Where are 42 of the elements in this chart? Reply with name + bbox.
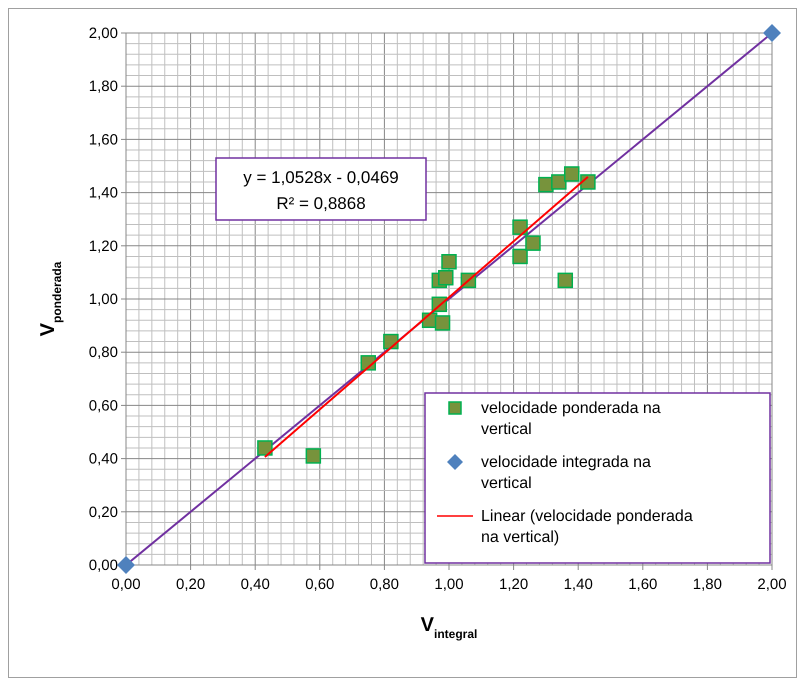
y-tick-label: 2,00 xyxy=(88,25,118,42)
legend-label: velocidade integrada na vertical xyxy=(481,454,652,492)
y-tick-label: 1,80 xyxy=(88,78,118,96)
point xyxy=(306,448,322,464)
legend-label: velocidade ponderada na vertical xyxy=(481,400,661,438)
point xyxy=(441,254,457,270)
legend-label: Linear (velocidade ponderada na vertical) xyxy=(481,508,693,546)
point xyxy=(525,235,541,251)
y-tick-label: 0,80 xyxy=(88,344,118,362)
x-tick-label: 0,20 xyxy=(176,576,206,593)
point xyxy=(551,174,567,190)
x-tick-label: 1,80 xyxy=(692,576,722,593)
annotation: y = 1,0528x - 0,0469 xyxy=(243,168,399,187)
x-axis-title: V$_{integral}$ xyxy=(420,614,478,641)
x-tick-label: 0,00 xyxy=(111,576,141,593)
x-tick-label: 0,40 xyxy=(240,576,270,593)
x-tick-label: 1,00 xyxy=(434,576,464,593)
point xyxy=(512,219,528,235)
x-tick-label: 0,80 xyxy=(370,576,399,593)
annotation: R² = 0,8868 xyxy=(276,194,366,213)
y-tick-label: 0,60 xyxy=(88,397,118,414)
x-tick-label: 2,00 xyxy=(757,576,787,593)
y-tick-label: 0,00 xyxy=(88,557,118,574)
point xyxy=(434,315,450,331)
y-tick-label: 1,00 xyxy=(88,291,118,308)
x-tick-label: 1,40 xyxy=(564,576,593,593)
point xyxy=(763,24,781,42)
y-tick-label: 0,20 xyxy=(88,504,118,521)
x-tick-label: 1,60 xyxy=(628,576,658,593)
x-tick-label: 0,60 xyxy=(305,576,334,593)
point xyxy=(512,248,528,264)
y-tick-label: 1,20 xyxy=(88,238,118,255)
x-tick-label: 1,20 xyxy=(499,576,528,593)
point xyxy=(117,556,135,574)
y-tick-label: 0,40 xyxy=(88,450,118,468)
point xyxy=(438,270,454,286)
point xyxy=(580,174,596,190)
y-tick-label: 1,40 xyxy=(88,184,118,202)
y-tick-label: 1,60 xyxy=(88,131,118,148)
point xyxy=(257,440,273,456)
point xyxy=(558,272,574,288)
point xyxy=(564,166,580,182)
